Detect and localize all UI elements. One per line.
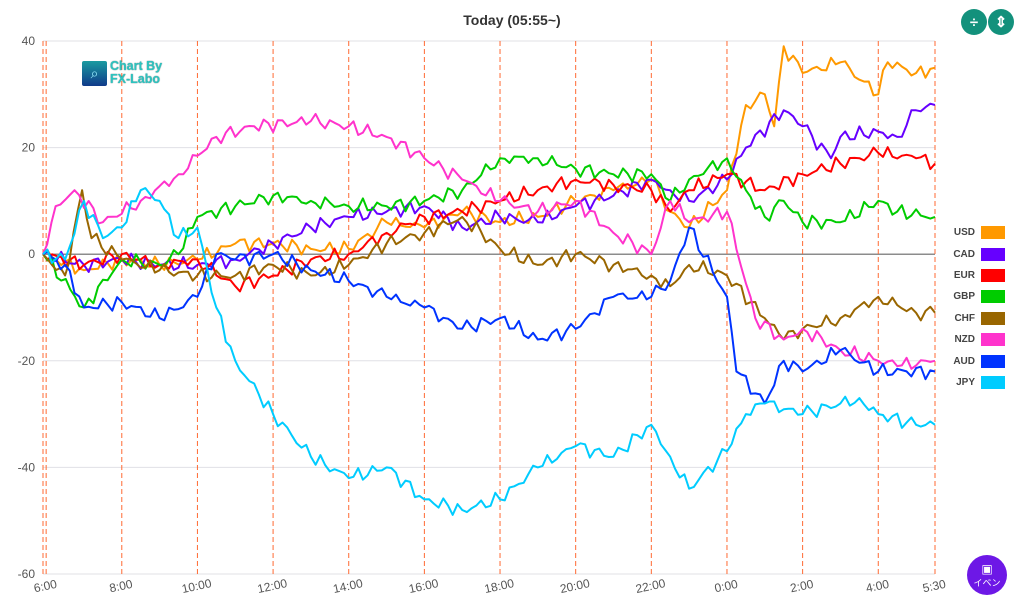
legend-item-cad[interactable]: CAD — [950, 243, 1005, 264]
series-line-gbp — [42, 155, 936, 309]
expand-vertical-button[interactable]: ⇕ — [988, 9, 1014, 35]
legend-label: USD — [953, 227, 975, 239]
series-line-usd — [42, 45, 936, 275]
x-tick-label: 16:00 — [407, 576, 440, 596]
chart-title: Today (05:55~) — [463, 12, 561, 28]
series-line-cad — [42, 102, 936, 273]
logo-line1: Chart By — [110, 59, 163, 73]
magnifier-chart-icon: ⌕ — [82, 60, 107, 86]
y-tick-label: 0 — [28, 247, 35, 261]
series-line-eur — [42, 146, 936, 293]
legend: USD CAD EUR GBP CHF NZD AUD JPY — [950, 222, 1005, 393]
compress-vertical-button[interactable]: ÷ — [961, 9, 987, 35]
y-tick-label: -60 — [18, 567, 36, 581]
y-tick-label: -40 — [18, 460, 36, 474]
expand-vertical-icon: ⇕ — [994, 14, 1008, 31]
legend-item-chf[interactable]: CHF — [950, 308, 1005, 329]
logo-line2: FX-Labo — [110, 72, 160, 86]
fx-labo-logo: ⌕ Chart By FX-Labo — [82, 60, 162, 86]
y-tick-label: 20 — [22, 141, 36, 155]
series-line-chf — [42, 189, 936, 341]
legend-swatch — [981, 375, 1005, 389]
x-tick-label: 18:00 — [483, 576, 516, 596]
legend-label: CHF — [954, 312, 975, 324]
legend-item-jpy[interactable]: JPY — [950, 372, 1005, 393]
series-line-jpy — [42, 187, 936, 516]
legend-swatch — [981, 226, 1005, 240]
legend-label: JPY — [956, 376, 975, 388]
y-tick-label: -20 — [18, 354, 36, 368]
x-tick-label: 8:00 — [108, 577, 134, 596]
series-line-aud — [42, 226, 936, 405]
legend-item-eur[interactable]: EUR — [950, 265, 1005, 286]
x-tick-label: 14:00 — [332, 576, 365, 596]
legend-item-nzd[interactable]: NZD — [950, 329, 1005, 350]
legend-label: EUR — [953, 269, 975, 281]
x-tick-label: 4:00 — [865, 577, 891, 596]
legend-item-gbp[interactable]: GBP — [950, 286, 1005, 307]
legend-swatch — [981, 333, 1005, 347]
legend-item-aud[interactable]: AUD — [950, 350, 1005, 371]
y-tick-label: 40 — [22, 34, 36, 48]
x-tick-label: 10:00 — [180, 576, 213, 596]
legend-label: AUD — [953, 355, 975, 367]
event-button[interactable]: ▣ イベン — [967, 555, 1007, 595]
legend-label: CAD — [953, 248, 975, 260]
x-tick-label: 12:00 — [256, 576, 289, 596]
x-tick-label: 0:00 — [713, 577, 739, 596]
legend-swatch — [981, 311, 1005, 325]
series-line-nzd — [42, 112, 936, 370]
x-tick-label: 6:00 — [32, 577, 58, 596]
legend-label: NZD — [954, 334, 975, 346]
compress-vertical-icon: ÷ — [969, 13, 979, 31]
legend-swatch — [981, 354, 1005, 368]
legend-swatch — [981, 268, 1005, 282]
legend-label: GBP — [953, 291, 975, 303]
legend-swatch — [981, 290, 1005, 304]
x-tick-label: 22:00 — [634, 576, 667, 596]
event-button-label: イベン — [973, 577, 1001, 588]
legend-swatch — [981, 247, 1005, 261]
legend-item-usd[interactable]: USD — [950, 222, 1005, 243]
x-tick-label: 2:00 — [789, 577, 815, 596]
calendar-icon: ▣ — [981, 561, 993, 576]
x-tick-label: 5:30 — [921, 577, 947, 596]
x-tick-label: 20:00 — [559, 576, 592, 596]
